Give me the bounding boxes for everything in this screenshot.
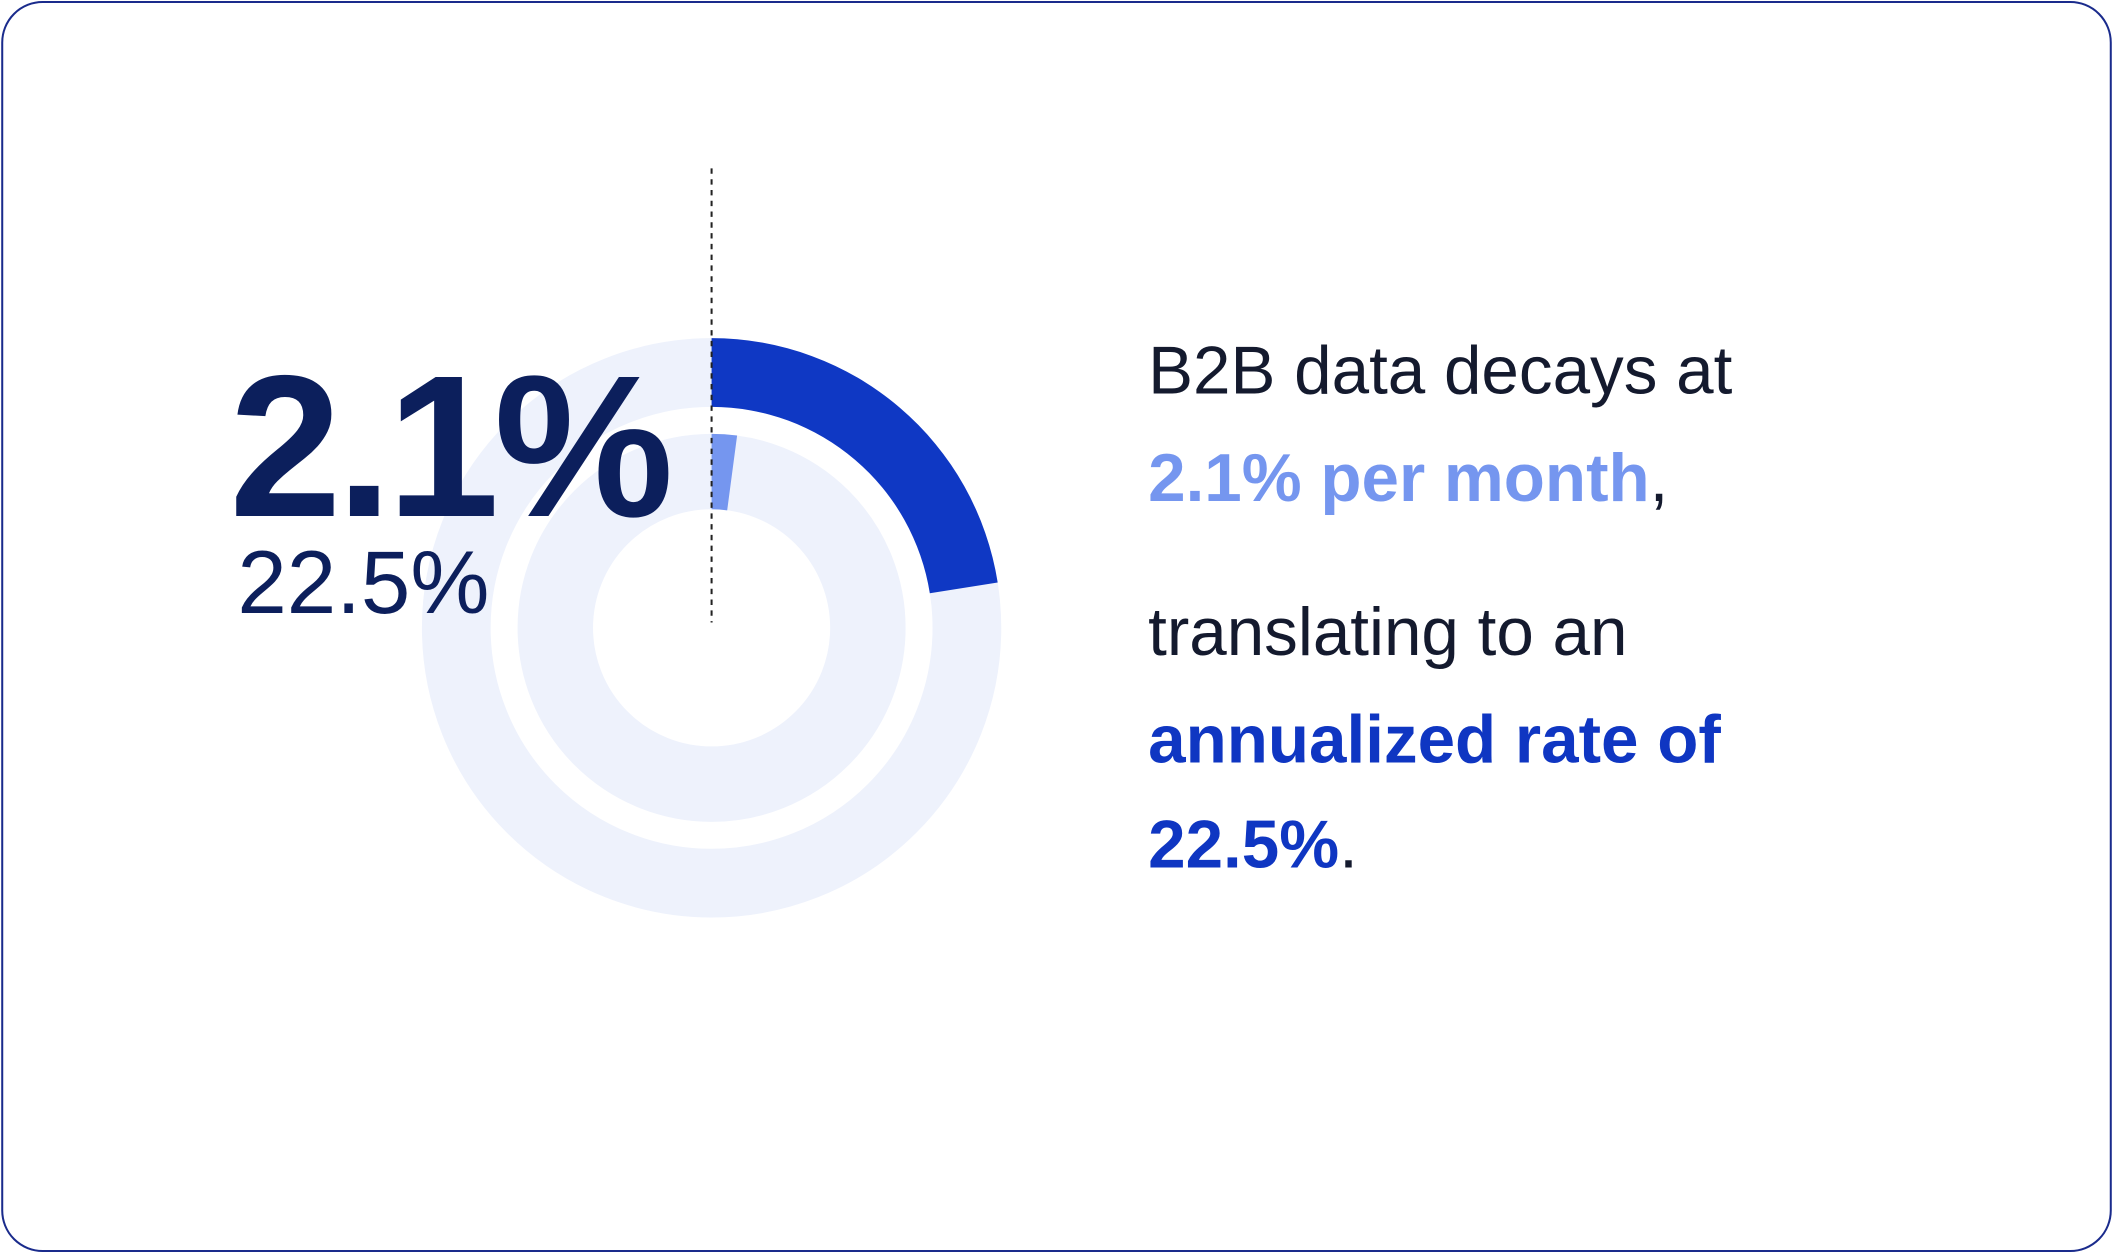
highlight: annualized rate of (1148, 703, 1721, 778)
caption-line: 2.1% per month, (1148, 441, 1668, 516)
caption: B2B data decays at 2.1% per month, trans… (1148, 333, 1732, 882)
ring-arc (711, 433, 738, 511)
punctuation: , (1650, 441, 1669, 516)
caption-line: B2B data decays at (1148, 333, 1732, 408)
caption-line: 22.5%. (1148, 808, 1358, 883)
ring-arc (711, 338, 998, 594)
highlight: 22.5% (1148, 808, 1339, 883)
punctuation: . (1339, 808, 1358, 883)
caption-line: translating to an (1148, 595, 1627, 670)
value-label: 22.5% (237, 533, 489, 632)
highlight: 2.1% per month (1148, 441, 1650, 516)
big-value-label: 2.1% (229, 333, 669, 559)
